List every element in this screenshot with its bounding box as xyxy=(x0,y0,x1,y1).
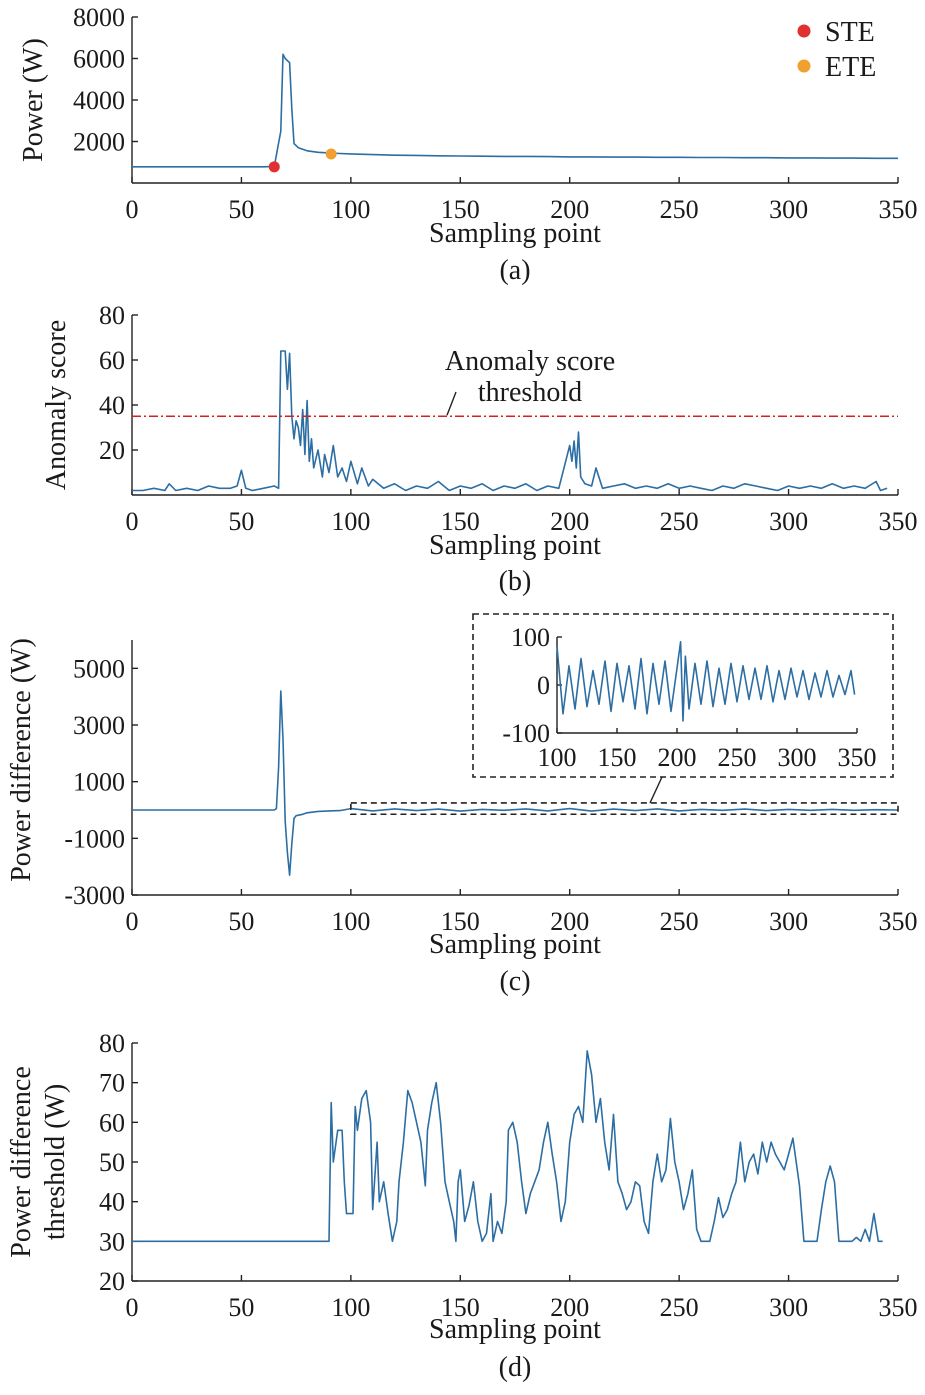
plot-c-inset-x-tick-label: 300 xyxy=(778,743,817,772)
plot-b-series-line xyxy=(132,350,888,492)
plot-b-x-tick-label: 0 xyxy=(126,507,139,536)
plot-c-inset-pointer xyxy=(649,776,663,804)
plot-c-y-tick-label: 3000 xyxy=(73,711,125,740)
plot-d-y-tick-label: 70 xyxy=(99,1069,125,1098)
plot-b-y-tick-label: 20 xyxy=(99,436,125,465)
plot-a-x-axis-label: Sampling point xyxy=(429,218,601,249)
plot-d-y-axis-label-line1: Power difference xyxy=(6,1066,37,1258)
plot-a-x-tick-label: 50 xyxy=(228,195,254,224)
plot-c-x-axis-label: Sampling point xyxy=(429,929,601,960)
plot-d-y-tick-label: 20 xyxy=(99,1267,125,1296)
plot-b: 0 50 100 150 200 250 300 350 20 40 60 80 Sampling po… xyxy=(41,301,918,597)
plot-d-y-tick-label: 80 xyxy=(99,1029,125,1058)
plot-a-caption: (a) xyxy=(499,255,530,286)
plot-b-threshold-label-line2: threshold xyxy=(478,377,582,408)
plot-c-x-tick-label: 250 xyxy=(660,907,699,936)
plot-c-inset-series-line xyxy=(556,641,856,722)
plot-b-threshold-pointer xyxy=(446,391,457,416)
plot-d-x-axis-label: Sampling point xyxy=(429,1314,601,1345)
plot-d-y-tick-label: 50 xyxy=(99,1148,125,1177)
plot-c: 0 50 100 150 200 250 300 350-3000-1000100030005… xyxy=(6,613,918,997)
plot-a-x-tick-label: 0 xyxy=(126,195,139,224)
plot-a-x-tick-label: 300 xyxy=(769,195,808,224)
plot-b-y-tick-label: 40 xyxy=(99,391,125,420)
plot-d-x-tick-label: 350 xyxy=(879,1293,918,1322)
plot-c-inset-x-tick-label: 150 xyxy=(598,743,637,772)
plot-d-x-tick-label: 200 xyxy=(550,1293,589,1322)
plot-c-caption: (c) xyxy=(499,966,530,997)
plot-a-x-tick-label: 350 xyxy=(879,195,918,224)
plot-c-x-tick-label: 50 xyxy=(228,907,254,936)
plot-a-x-tick-label: 150 xyxy=(441,195,480,224)
plot-b-x-tick-label: 100 xyxy=(331,507,370,536)
plot-c-x-tick-label: 150 xyxy=(441,907,480,936)
plot-c-y-tick-label: -3000 xyxy=(64,881,125,910)
plot-a-marker-ste xyxy=(268,161,280,173)
plot-a: 0 50 100 150 200 250 300 350 2000 4000 6000 8000 Sam… xyxy=(18,3,918,286)
plot-b-y-axis-label: Anomaly score xyxy=(41,320,72,490)
plot-a-x-tick-label: 250 xyxy=(660,195,699,224)
plot-c-inset-y-tick-label: 100 xyxy=(511,623,550,652)
plot-d: 0 50 100 150 200 250 300 350 20 30 40 50 60 70 80 Sampl… xyxy=(6,1029,918,1383)
plot-d-y-tick-label: 60 xyxy=(99,1108,125,1137)
plot-c-y-tick-label: 5000 xyxy=(73,654,125,683)
plot-d-x-tick-label: 250 xyxy=(660,1293,699,1322)
plot-c-inset-frame xyxy=(472,613,894,778)
plot-a-y-tick-label: 4000 xyxy=(73,86,125,115)
plot-b-caption: (b) xyxy=(499,566,532,597)
plot-c-x-tick-label: 350 xyxy=(879,907,918,936)
plot-b-x-tick-label: 200 xyxy=(550,507,589,536)
plot-c-inset-x-tick-label: 250 xyxy=(718,743,757,772)
plot-c-inset-x-tick-label: 200 xyxy=(658,743,697,772)
plot-c-zoom-region-box xyxy=(350,802,899,816)
plot-a-series-line xyxy=(132,53,898,168)
plot-a-legend-label: ETE xyxy=(825,52,876,83)
plot-b-threshold-label-line1: Anomaly score xyxy=(445,346,615,377)
plot-b-x-tick-label: 300 xyxy=(769,507,808,536)
plot-c-y-tick-label: -1000 xyxy=(64,824,125,853)
plot-d-x-tick-label: 50 xyxy=(228,1293,254,1322)
plot-d-x-tick-label: 0 xyxy=(126,1293,139,1322)
plot-d-y-axis-label-line2: threshold (W) xyxy=(40,1084,71,1240)
plot-c-inset-x-tick-label: 100 xyxy=(538,743,577,772)
plot-c-x-tick-label: 0 xyxy=(126,907,139,936)
plot-a-y-tick-label: 2000 xyxy=(73,128,125,157)
plot-b-x-tick-label: 250 xyxy=(660,507,699,536)
plot-d-y-axis-label: Power difference threshold (W) xyxy=(6,1066,71,1258)
plot-a-x-tick-label: 100 xyxy=(331,195,370,224)
plot-d-x-tick-label: 150 xyxy=(441,1293,480,1322)
plot-a-x-tick-label: 200 xyxy=(550,195,589,224)
plot-c-inset-y-tick-label: 0 xyxy=(537,671,550,700)
plot-a-marker-ete xyxy=(325,148,337,160)
plot-c-y-axis-label: Power difference (W) xyxy=(6,638,37,882)
plot-c-x-tick-label: 100 xyxy=(331,907,370,936)
plot-c-x-tick-label: 200 xyxy=(550,907,589,936)
plot-a-y-tick-label: 8000 xyxy=(73,3,125,32)
plot-d-series-line xyxy=(132,1050,883,1243)
plot-c-x-tick-label: 300 xyxy=(769,907,808,936)
plot-c-inset: 100 150 200 250 300 350 -100 0 100 xyxy=(502,623,876,772)
plot-d-y-tick-label: 30 xyxy=(99,1227,125,1256)
plot-d-caption: (d) xyxy=(499,1352,532,1383)
plot-a-legend-label: STE xyxy=(825,17,875,48)
plot-d-y-tick-label: 40 xyxy=(99,1188,125,1217)
plot-c-series-line xyxy=(132,690,899,876)
plot-c-inset-x-tick-label: 350 xyxy=(838,743,877,772)
plot-b-y-tick-label: 80 xyxy=(99,301,125,330)
plot-c-inset-y-tick-label: -100 xyxy=(502,719,550,748)
plot-d-x-tick-label: 100 xyxy=(331,1293,370,1322)
plot-b-x-tick-label: 150 xyxy=(441,507,480,536)
plot-b-y-tick-label: 60 xyxy=(99,346,125,375)
plot-a-y-tick-label: 6000 xyxy=(73,45,125,74)
plot-b-x-tick-label: 350 xyxy=(879,507,918,536)
plot-c-y-tick-label: 1000 xyxy=(73,768,125,797)
plot-d-x-tick-label: 300 xyxy=(769,1293,808,1322)
plot-a-y-axis-label: Power (W) xyxy=(18,38,49,162)
plot-a-legend-swatch xyxy=(797,24,811,38)
plot-a-legend-swatch xyxy=(797,59,811,73)
plot-b-x-axis-label: Sampling point xyxy=(429,530,601,561)
plot-b-x-tick-label: 50 xyxy=(228,507,254,536)
